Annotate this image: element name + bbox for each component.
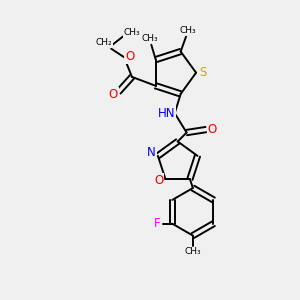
Text: N: N bbox=[147, 146, 156, 159]
Text: S: S bbox=[199, 66, 206, 79]
Text: CH₃: CH₃ bbox=[179, 26, 196, 34]
Text: F: F bbox=[154, 217, 161, 230]
Text: O: O bbox=[125, 50, 134, 63]
Text: O: O bbox=[154, 174, 164, 187]
Text: HN: HN bbox=[158, 107, 175, 120]
Text: CH₂: CH₂ bbox=[95, 38, 112, 47]
Text: CH₃: CH₃ bbox=[142, 34, 158, 43]
Text: CH₃: CH₃ bbox=[184, 248, 201, 256]
Text: CH₃: CH₃ bbox=[124, 28, 140, 37]
Text: O: O bbox=[208, 123, 217, 136]
Text: O: O bbox=[109, 88, 118, 101]
